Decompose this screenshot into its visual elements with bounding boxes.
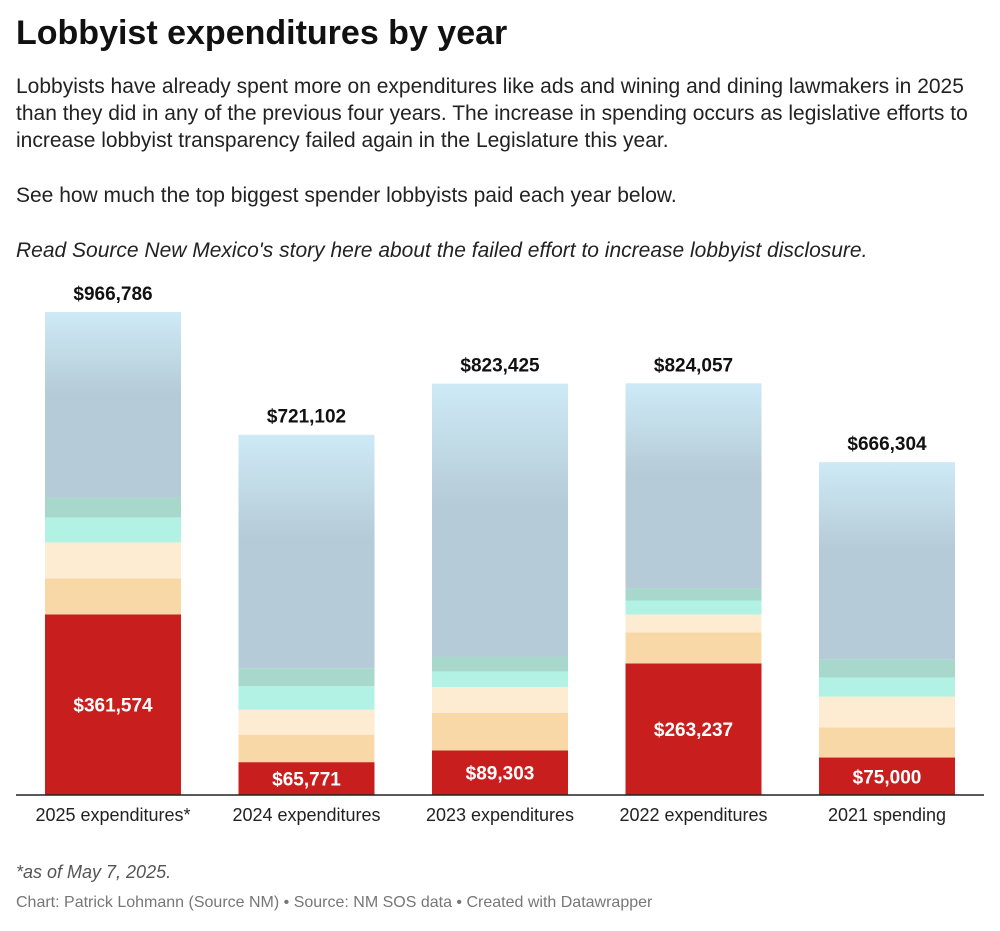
bar-segment-1-6: [45, 312, 181, 498]
bar-segment-3-5: [432, 656, 568, 672]
bar-segment-3-2: [432, 712, 568, 751]
segment-label-4: $263,237: [654, 720, 733, 741]
bar-segment-1-3: [45, 542, 181, 579]
chart-title: Lobbyist expenditures by year: [16, 14, 508, 52]
bar-segment-1-2: [45, 578, 181, 615]
bar-segment-5-4: [819, 677, 955, 697]
segment-label-5: $75,000: [853, 767, 922, 788]
bar-segment-4-1: [625, 663, 762, 795]
stacked-bar-chart: $966,786 $361,574 2025 expenditures* $721,1…: [16, 284, 984, 825]
total-label-5: $666,304: [847, 434, 927, 455]
bar-segment-3-6: [432, 383, 568, 657]
category-label-2: 2024 expenditures: [232, 805, 380, 825]
bar-segment-4-2: [625, 632, 762, 664]
source-credit: Chart: Patrick Lohmann (Source NM) • Sou…: [16, 894, 653, 911]
total-label-1: $966,786: [73, 284, 152, 305]
segment-label-2: $65,771: [272, 770, 341, 791]
bar-segment-1-5: [45, 497, 181, 518]
bars-group: [45, 312, 955, 795]
bar-segment-2-6: [238, 434, 375, 669]
bar-segment-5-3: [819, 696, 955, 728]
bar-segment-4-6: [625, 383, 762, 589]
bar-segment-5-1: [819, 757, 955, 795]
bar-segment-2-3: [238, 709, 375, 735]
category-label-1: 2025 expenditures*: [35, 805, 190, 825]
bar-segment-4-5: [625, 588, 762, 601]
chart-description: Lobbyists have already spent more on exp…: [16, 75, 968, 152]
total-label-4: $824,057: [654, 355, 733, 376]
total-label-2: $721,102: [267, 407, 346, 428]
bar-segment-3-4: [432, 671, 568, 687]
bar-segment-4-3: [625, 614, 762, 633]
bar-segment-2-1: [238, 762, 375, 795]
chart-subnote: See how much the top biggest spender lob…: [16, 184, 677, 207]
labels-group: $966,786 $361,574 2025 expenditures* $721,1…: [35, 284, 946, 825]
bar-segment-2-2: [238, 734, 375, 763]
bar-segment-2-5: [238, 668, 375, 687]
bar-segment-5-5: [819, 659, 955, 678]
total-label-3: $823,425: [460, 356, 540, 377]
bar-segment-3-1: [432, 750, 568, 795]
bar-segment-4-4: [625, 600, 762, 615]
bar-segment-2-4: [238, 686, 375, 710]
bar-segment-1-1: [45, 614, 181, 795]
bar-segment-1-4: [45, 517, 181, 543]
footnote: *as of May 7, 2025.: [16, 862, 172, 882]
story-link[interactable]: Read Source New Mexico's story here abou…: [16, 239, 868, 262]
segment-label-1: $361,574: [73, 696, 153, 717]
bar-segment-5-2: [819, 727, 955, 758]
segment-label-3: $89,303: [466, 764, 535, 785]
bar-segment-5-6: [819, 462, 955, 660]
category-label-4: 2022 expenditures: [619, 805, 767, 825]
category-label-5: 2021 spending: [828, 805, 946, 825]
category-label-3: 2023 expenditures: [426, 805, 574, 825]
bar-segment-3-3: [432, 686, 568, 713]
